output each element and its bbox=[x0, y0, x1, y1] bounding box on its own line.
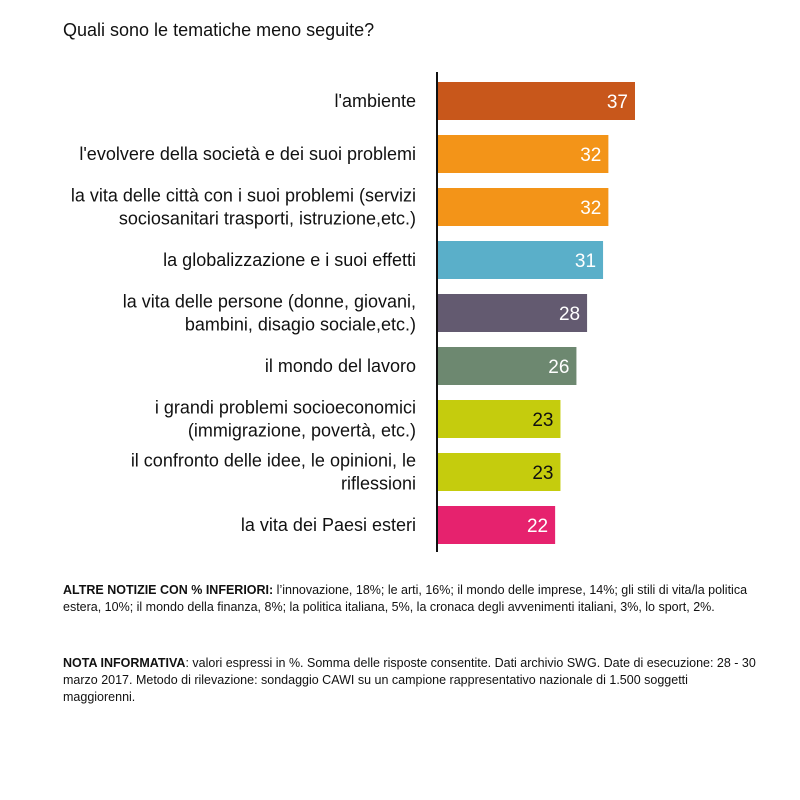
bar-value-label-6: 23 bbox=[532, 410, 553, 431]
category-label-4: la vita delle persone (donne, giovani, ba… bbox=[123, 292, 416, 335]
category-label-6: i grandi problemi socioeconomici (immigra… bbox=[155, 398, 416, 441]
info-note: NOTA INFORMATIVA: valori espressi in %. … bbox=[63, 655, 763, 706]
info-note-text: : valori espressi in %. Somma delle risp… bbox=[63, 656, 756, 704]
category-label-line: l'evolvere della società e dei suoi prob… bbox=[79, 144, 416, 164]
other-news-note: ALTRE NOTIZIE CON % INFERIORI: l’innovaz… bbox=[63, 582, 763, 616]
category-label-8: la vita dei Paesi esteri bbox=[241, 515, 416, 535]
category-label-line: sociosanitari trasporti, istruzione,etc.… bbox=[119, 209, 416, 229]
category-label-line: il confronto delle idee, le opinioni, le bbox=[131, 451, 416, 471]
bar-1 bbox=[438, 135, 609, 173]
category-label-line: l'ambiente bbox=[335, 91, 416, 111]
other-news-label: ALTRE NOTIZIE CON % INFERIORI: bbox=[63, 583, 274, 597]
category-label-line: il mondo del lavoro bbox=[265, 356, 416, 376]
bar-value-label-1: 32 bbox=[580, 145, 601, 166]
category-label-line: la globalizzazione e i suoi effetti bbox=[163, 250, 416, 270]
bar-0 bbox=[438, 82, 635, 120]
category-label-0: l'ambiente bbox=[335, 91, 416, 111]
other-news-text: l’innovazione, 18%; le arti, 16%; il mon… bbox=[63, 583, 748, 614]
category-label-line: riflessioni bbox=[341, 474, 416, 494]
category-label-line: la vita delle città con i suoi problemi … bbox=[71, 186, 416, 206]
bar-4 bbox=[438, 294, 588, 332]
category-label-line: la vita delle persone (donne, giovani, bbox=[123, 292, 416, 312]
bar-5 bbox=[438, 347, 577, 385]
bar-value-label-2: 32 bbox=[580, 198, 601, 219]
bar-8 bbox=[438, 506, 556, 544]
bar-2 bbox=[438, 188, 609, 226]
bar-3 bbox=[438, 241, 604, 279]
category-label-line: la vita dei Paesi esteri bbox=[241, 515, 416, 535]
bar-chart: 37 l'ambiente 32 l'evolvere della società e… bbox=[71, 72, 635, 552]
category-label-3: la globalizzazione e i suoi effetti bbox=[163, 250, 416, 270]
bar-value-label-4: 28 bbox=[559, 304, 580, 325]
category-label-line: (immigrazione, povertà, etc.) bbox=[188, 421, 416, 441]
bar-value-label-0: 37 bbox=[607, 92, 628, 113]
bar-6 bbox=[438, 400, 561, 438]
bar-value-label-5: 26 bbox=[548, 357, 569, 378]
bar-value-label-8: 22 bbox=[527, 516, 548, 537]
category-label-7: il confronto delle idee, le opinioni, le… bbox=[131, 451, 416, 494]
bar-7 bbox=[438, 453, 561, 491]
category-label-line: bambini, disagio sociale,etc.) bbox=[185, 315, 416, 335]
category-label-1: l'evolvere della società e dei suoi prob… bbox=[79, 144, 416, 164]
category-label-2: la vita delle città con i suoi problemi … bbox=[71, 186, 416, 229]
category-label-5: il mondo del lavoro bbox=[265, 356, 416, 376]
chart-title: Quali sono le tematiche meno seguite? bbox=[63, 20, 375, 40]
bar-value-label-7: 23 bbox=[532, 463, 553, 484]
category-label-line: i grandi problemi socioeconomici bbox=[155, 398, 416, 418]
info-note-label: NOTA INFORMATIVA bbox=[63, 656, 186, 670]
bar-value-label-3: 31 bbox=[575, 251, 596, 272]
